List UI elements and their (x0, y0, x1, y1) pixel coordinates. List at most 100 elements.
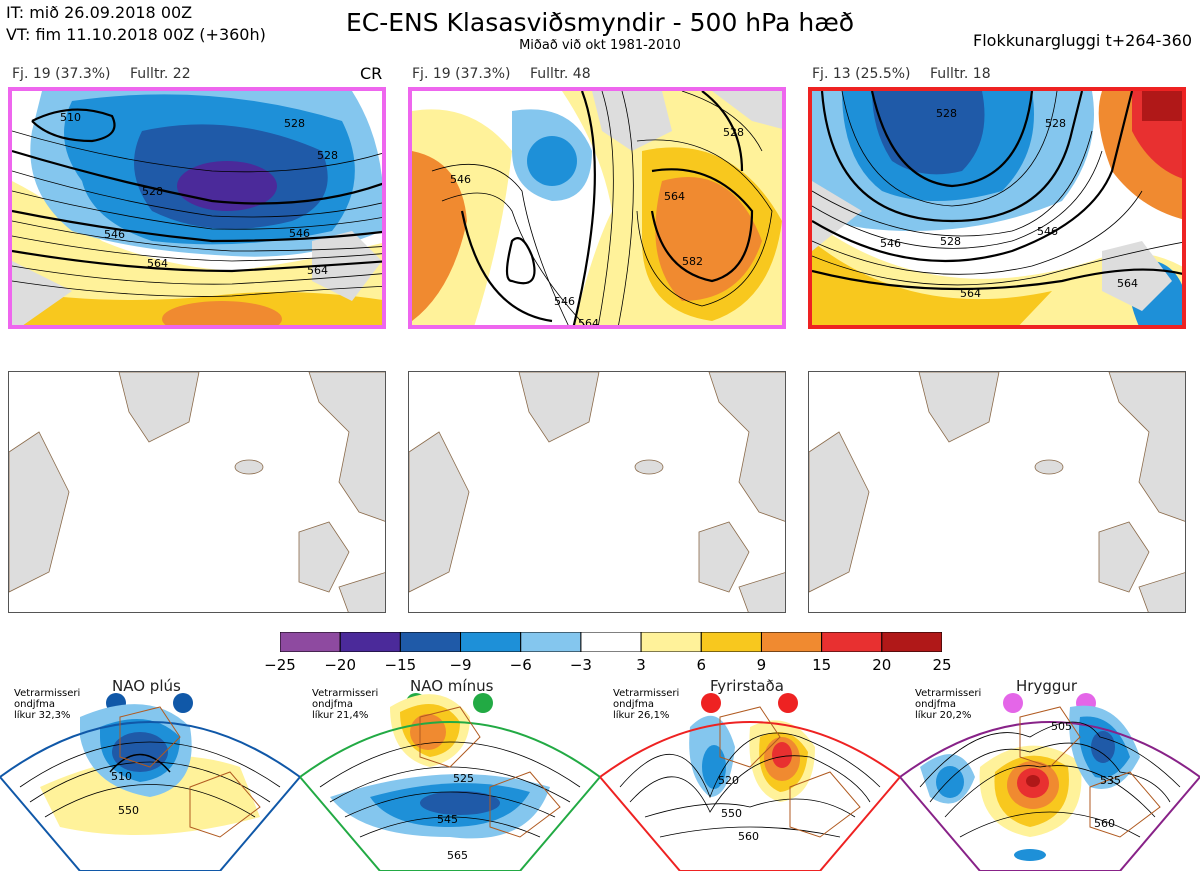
regime-4-dot-left (1003, 693, 1023, 713)
panel-1-fulltr: Fulltr. 22 (130, 66, 191, 82)
empty-map-1 (8, 371, 386, 613)
colorbar-swatch (580, 632, 642, 652)
panel-3-label-2: 546 (1037, 225, 1058, 238)
colorbar-tick-label: −3 (569, 656, 592, 674)
page-subtitle: Miðað við okt 1981-2010 (519, 38, 681, 53)
panel-2-label-2: 582 (682, 255, 703, 268)
regime-2-label-0: 525 (453, 772, 474, 785)
colorbar-swatch (280, 632, 341, 652)
panel-3-label-3: 564 (960, 287, 981, 300)
colorbar-swatch (520, 632, 582, 652)
panel-2-label-1: 564 (664, 190, 685, 203)
cluster-map-1: 510 528 528 528 546 546 564 564 (8, 87, 386, 329)
regime-1-label-1: 550 (118, 804, 139, 817)
regime-4-note: Vetrarmisseri ondjfma líkur 20,2% (915, 688, 981, 721)
regime-4-note-line-1: Vetrarmisseri (915, 688, 982, 699)
colorbar-tick-label: 20 (872, 656, 892, 674)
regime-3-map: 520 550 560 (600, 706, 900, 871)
panel-1-label-7: 564 (307, 264, 328, 277)
regime-1-map: 510 550 (0, 704, 300, 871)
panel-3-label-0: 546 (880, 237, 901, 250)
panel-3-label-1: 528 (940, 235, 961, 248)
colorbar (280, 632, 942, 652)
regime-4-label-2: 560 (1094, 817, 1115, 830)
regime-3-note: Vetrarmisseri ondjfma líkur 26,1% (613, 688, 679, 721)
panel-1-label-0: 510 (60, 111, 81, 124)
regime-3-note-line-1: Vetrarmisseri (613, 688, 680, 699)
panel-3-fulltr: Fulltr. 18 (930, 66, 991, 82)
regime-4-label-0: 505 (1051, 720, 1072, 733)
panel-1-label-3: 528 (317, 149, 338, 162)
regime-3-dot-left (701, 693, 721, 713)
regime-2-label-1: 545 (437, 813, 458, 826)
panel-2-label-0: 546 (450, 173, 471, 186)
regime-3-note-line-2: ondjfma (613, 699, 654, 710)
panel-2-label-5: 564 (578, 317, 599, 329)
cluster-map-1-graphic: 510 528 528 528 546 546 564 564 (12, 91, 382, 325)
header-times: IT: mið 26.09.2018 00Z VT: fim 11.10.201… (6, 2, 266, 46)
colorbar-swatch (640, 632, 702, 652)
colorbar-swatch (760, 632, 823, 652)
cluster-map-3-graphic: 546 528 546 564 564 528 528 (812, 91, 1182, 325)
colorbar-tick-label: 6 (696, 656, 707, 674)
panel-1-label-2: 528 (284, 117, 305, 130)
colorbar-tick-label: 9 (756, 656, 767, 674)
panel-2-label-4: 546 (554, 295, 575, 308)
panel-1-label-6: 564 (147, 257, 168, 270)
panel-2-label-3: 528 (723, 126, 744, 139)
colorbar-swatch (700, 632, 762, 652)
colorbar-swatch (821, 632, 883, 652)
regime-1-label-0: 510 (111, 770, 132, 783)
panel-1-label-1: 528 (142, 185, 163, 198)
empty-map-2 (408, 371, 786, 613)
panel-1-count: Fj. 19 (37.3%) (12, 66, 111, 82)
regime-2-note-line-3: líkur 21,4% (312, 710, 369, 721)
colorbar-tick-label: 15 (812, 656, 832, 674)
regime-4-title: Hryggur (1016, 677, 1078, 695)
classification-window: Flokkunargluggi t+264-360 (973, 31, 1192, 50)
colorbar-tick-label: −9 (449, 656, 472, 674)
empty-map-2-land (409, 372, 785, 612)
regime-2-note: Vetrarmisseri ondjfma líkur 21,4% (312, 688, 378, 721)
regime-1-dot-right (173, 693, 193, 713)
regime-4-label-1: 535 (1100, 774, 1121, 787)
regime-2-note-line-1: Vetrarmisseri (312, 688, 379, 699)
colorbar-swatch (399, 632, 462, 652)
cluster-map-3: 546 528 546 564 564 528 528 (808, 87, 1186, 329)
regime-2-title: NAO mínus (410, 677, 494, 695)
colorbar-tick-label: 25 (932, 656, 952, 674)
empty-map-3-land (809, 372, 1185, 612)
colorbar-swatch (881, 632, 942, 652)
cluster-map-2-graphic: 546 564 582 528 546 564 (412, 91, 782, 329)
page-title: EC-ENS Klasasviðsmyndir - 500 hPa hæð (345, 8, 855, 37)
panel-3-label-5: 528 (936, 107, 957, 120)
regime-1-note-line-3: líkur 32,3% (14, 710, 71, 721)
regime-1-note-line-2: ondjfma (14, 699, 55, 710)
regime-2-dot-right (473, 693, 493, 713)
regime-2-note-line-2: ondjfma (312, 699, 353, 710)
regime-1-note: Vetrarmisseri ondjfma líkur 32,3% (14, 688, 80, 721)
panel-3-label-6: 528 (1045, 117, 1066, 130)
empty-map-1-land (9, 372, 385, 612)
regime-1-note-line-1: Vetrarmisseri (14, 688, 81, 699)
regime-3-label-2: 560 (738, 830, 759, 843)
regime-3-title: Fyrirstaða (710, 677, 784, 695)
panel-1-label-4: 546 (104, 228, 125, 241)
panel-1-label-5: 546 (289, 227, 310, 240)
regime-4-note-line-2: ondjfma (915, 699, 956, 710)
regime-3-label-1: 550 (721, 807, 742, 820)
panel-1-tag: CR (360, 64, 383, 83)
cluster-map-2: 546 564 582 528 546 564 (408, 87, 786, 329)
regime-2-label-2: 565 (447, 849, 468, 862)
regime-1-title: NAO plús (112, 677, 181, 695)
colorbar-tick-label: −20 (324, 656, 356, 674)
panel-3-count: Fj. 13 (25.5%) (812, 66, 911, 82)
regime-4-map: 505 535 560 (900, 705, 1200, 871)
panel-3-label-4: 564 (1117, 277, 1138, 290)
regime-3-label-0: 520 (718, 774, 739, 787)
colorbar-tick-label: −15 (384, 656, 417, 674)
colorbar-tick-label: 3 (636, 656, 646, 674)
empty-map-3 (808, 371, 1186, 613)
panel-2-count: Fj. 19 (37.3%) (412, 66, 511, 82)
init-time: IT: mið 26.09.2018 00Z (6, 3, 193, 22)
